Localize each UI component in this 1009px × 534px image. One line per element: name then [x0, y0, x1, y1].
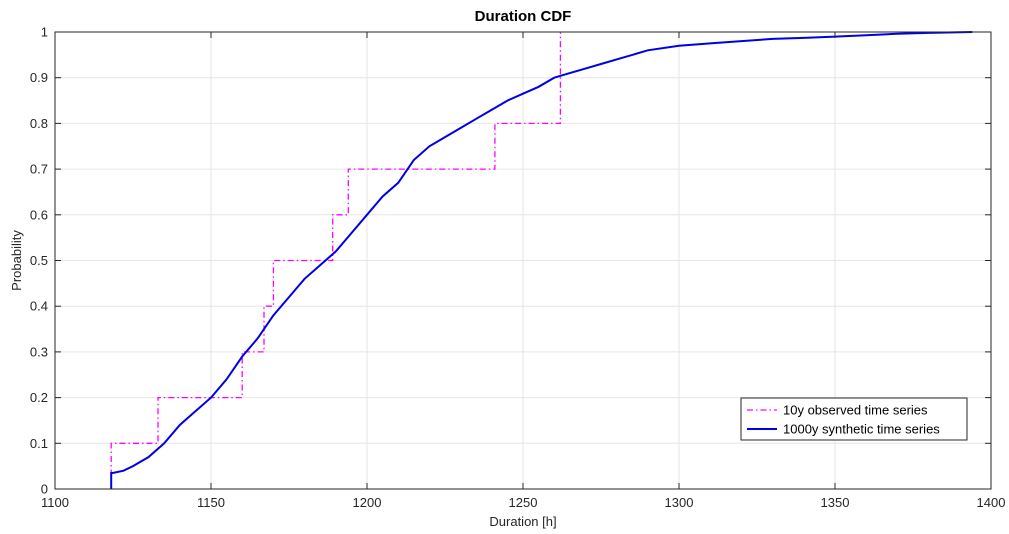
x-tick-label: 1400	[977, 495, 1006, 510]
y-tick-label: 0.8	[30, 116, 48, 131]
y-tick-label: 0.6	[30, 207, 48, 222]
y-tick-label: 0.4	[30, 299, 48, 314]
series-line-0	[110, 32, 562, 489]
x-tick-label: 1150	[197, 495, 225, 510]
y-tick-label: 0.2	[30, 390, 48, 405]
y-tick-label: 0.7	[30, 162, 48, 177]
x-tick-label: 1200	[353, 495, 382, 510]
x-axis-label: Duration [h]	[489, 514, 556, 529]
x-tick-label: 1300	[665, 495, 694, 510]
legend: 10y observed time series 1000y synthetic …	[740, 397, 968, 441]
y-tick-label: 0.3	[30, 344, 48, 359]
y-tick-label: 0.9	[30, 70, 48, 85]
series-line-1	[110, 31, 973, 489]
y-tick-label: 1	[41, 25, 48, 40]
chart-title: Duration CDF	[475, 8, 572, 25]
y-tick-label: 0	[41, 482, 48, 497]
x-tick-label: 1250	[509, 495, 538, 510]
legend-label-0: 10y observed time series	[783, 403, 928, 418]
legend-label-1: 1000y synthetic time series	[783, 422, 940, 437]
y-axis-label: Probability	[9, 230, 24, 291]
y-tick-label: 0.1	[30, 436, 48, 451]
x-tick-label: 1100	[41, 495, 69, 510]
y-tick-label: 0.5	[30, 253, 48, 268]
legend-box	[740, 397, 968, 441]
x-tick-label: 1350	[821, 495, 850, 510]
